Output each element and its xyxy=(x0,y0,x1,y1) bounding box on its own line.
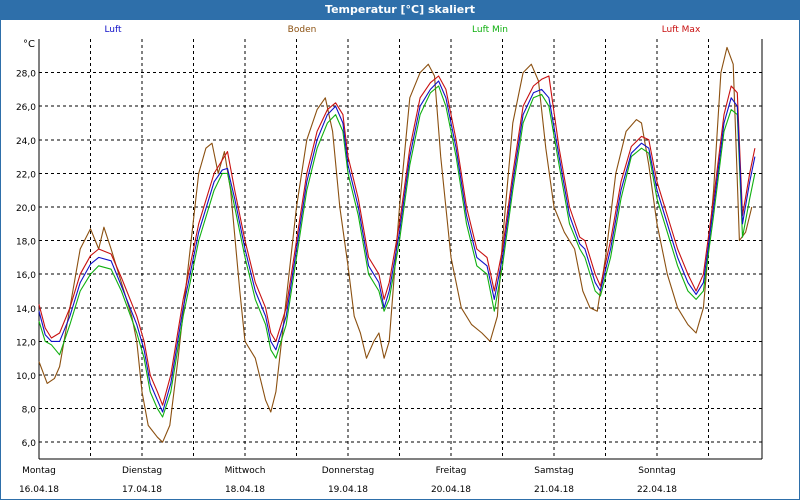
x-tick-day: Mittwoch xyxy=(225,466,266,476)
x-tick-day: Sonntag xyxy=(638,466,675,476)
x-tick-date: 16.04.18 xyxy=(19,485,59,495)
legend-luft-min: Luft Min xyxy=(472,25,508,35)
x-tick-day: Dienstag xyxy=(122,466,162,476)
x-tick-day: Montag xyxy=(22,466,56,476)
y-tick-label: 24,0 xyxy=(16,137,36,147)
y-tick-label: 10,0 xyxy=(16,372,36,382)
series-line-luft xyxy=(38,80,756,413)
y-tick-label: 22,0 xyxy=(16,170,36,180)
y-tick-label: 14,0 xyxy=(16,305,36,315)
x-tick-date: 18.04.18 xyxy=(225,485,265,495)
series-line-boden xyxy=(38,46,753,443)
y-tick-label: 28,0 xyxy=(16,70,36,80)
y-tick-label: 18,0 xyxy=(16,238,36,248)
y-tick-label: 26,0 xyxy=(16,103,36,113)
y-tick-label: 6,0 xyxy=(22,439,37,449)
chart-title-bar: Temperatur [°C] skaliert xyxy=(0,0,800,19)
series-line-luft-max xyxy=(38,75,756,406)
x-tick-day: Freitag xyxy=(436,466,467,476)
y-axis-unit: °C xyxy=(23,39,35,50)
legend-luft-max: Luft Max xyxy=(662,25,701,35)
x-tick-date: 21.04.18 xyxy=(534,485,574,495)
x-tick-date: 22.04.18 xyxy=(637,485,677,495)
legend-boden: Boden xyxy=(288,25,317,35)
chart-title: Temperatur [°C] skaliert xyxy=(325,3,475,16)
series-line-luft-min xyxy=(38,85,756,418)
x-tick-day: Samstag xyxy=(534,466,573,476)
temperature-chart: 6,0 8,0 10,0 12,0 14,0 16,0 18,0 20,0 22,0 24,0 26… xyxy=(16,25,763,495)
x-tick-date: 17.04.18 xyxy=(122,485,162,495)
y-tick-label: 12,0 xyxy=(16,338,36,348)
y-tick-label: 16,0 xyxy=(16,271,36,281)
x-tick-day: Donnerstag xyxy=(322,466,375,476)
x-tick-date: 20.04.18 xyxy=(431,485,471,495)
legend-luft: Luft xyxy=(104,25,122,35)
y-tick-label: 8,0 xyxy=(22,406,37,416)
x-tick-date: 19.04.18 xyxy=(328,485,368,495)
y-tick-label: 20,0 xyxy=(16,204,36,214)
